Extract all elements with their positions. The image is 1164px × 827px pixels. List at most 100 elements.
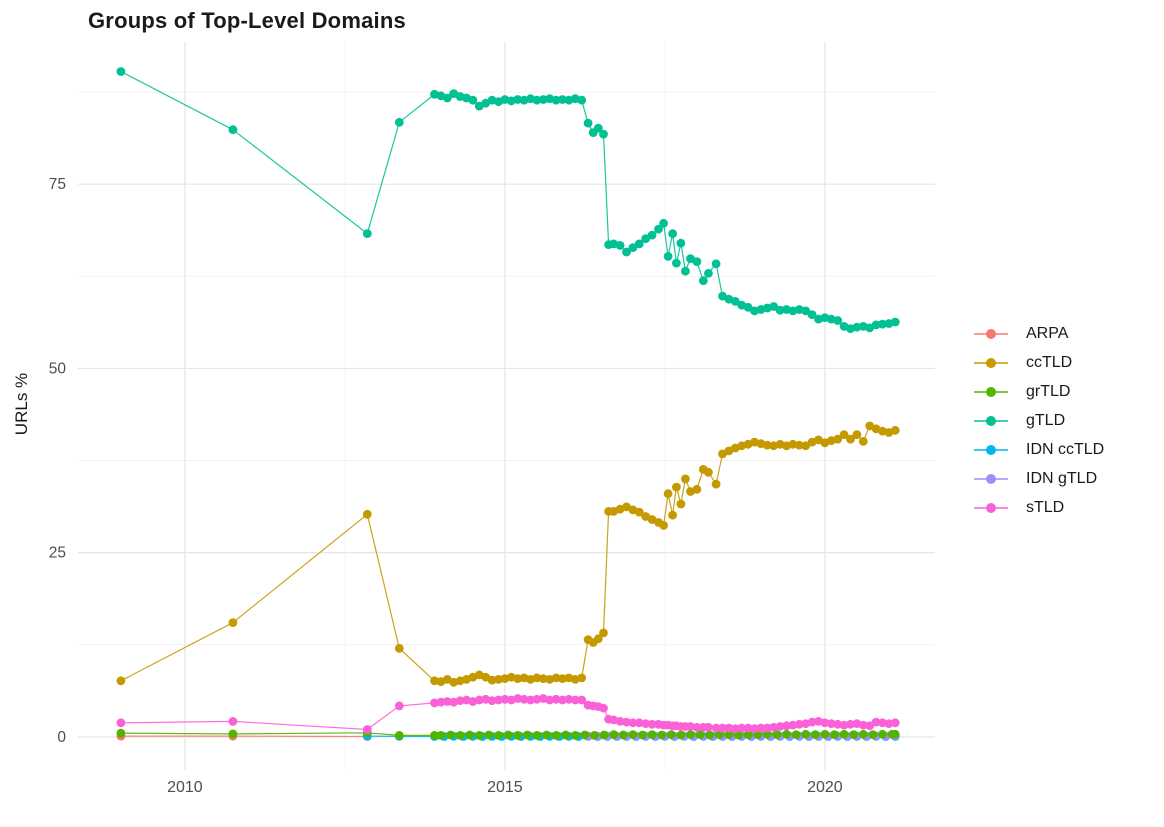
data-point <box>484 730 494 740</box>
series-cctld <box>116 421 900 687</box>
data-point <box>532 673 542 683</box>
data-point <box>686 730 695 739</box>
data-point <box>711 479 721 489</box>
data-point <box>849 730 859 739</box>
data-point <box>878 729 887 739</box>
data-point <box>494 695 503 705</box>
data-point <box>538 95 548 104</box>
data-point <box>503 730 513 740</box>
data-point <box>494 675 503 684</box>
data-point <box>570 731 580 740</box>
data-point <box>676 499 686 509</box>
data-point <box>782 729 791 739</box>
data-point <box>558 95 567 104</box>
data-point <box>513 674 523 683</box>
data-point <box>846 434 855 444</box>
data-point <box>228 717 238 726</box>
legend-key-grtld <box>974 386 1012 398</box>
data-point <box>865 721 875 731</box>
data-point <box>494 731 503 740</box>
data-point <box>672 482 681 492</box>
data-point <box>794 719 804 729</box>
data-point <box>820 729 830 739</box>
data-point <box>599 628 608 638</box>
data-point <box>654 224 663 234</box>
data-point <box>878 319 887 329</box>
legend-item-arpa: ARPA <box>974 319 1104 348</box>
legend-item-gtld: gTLD <box>974 406 1104 435</box>
data-point <box>858 437 868 446</box>
data-point <box>615 241 625 250</box>
legend-item-grtld: grTLD <box>974 377 1104 406</box>
data-point <box>628 718 638 728</box>
data-point <box>858 729 868 739</box>
data-point <box>714 730 724 739</box>
data-point <box>116 728 126 738</box>
y-tick-label: 0 <box>57 729 66 746</box>
data-point <box>788 720 798 730</box>
data-point <box>890 729 900 739</box>
data-point <box>564 694 574 704</box>
data-point <box>647 230 657 240</box>
data-point <box>577 673 587 683</box>
data-point <box>852 430 862 440</box>
data-point <box>852 322 862 332</box>
data-point <box>551 673 561 683</box>
data-point <box>704 467 713 477</box>
data-point <box>228 125 238 135</box>
data-point <box>116 676 126 686</box>
data-point <box>542 730 551 740</box>
data-point <box>730 724 740 734</box>
data-point <box>705 730 715 740</box>
data-point <box>583 118 593 128</box>
data-point <box>394 731 404 740</box>
legend-item-cctld: ccTLD <box>974 348 1104 377</box>
data-point <box>455 696 465 706</box>
data-point <box>663 489 673 499</box>
data-point <box>558 695 567 705</box>
data-point <box>634 507 644 517</box>
data-point <box>846 719 855 729</box>
data-point <box>116 718 126 728</box>
series-stld <box>116 694 900 734</box>
data-point <box>430 676 439 686</box>
legend-label: IDN gTLD <box>1026 469 1098 487</box>
data-point <box>362 509 372 519</box>
data-point <box>558 674 567 683</box>
data-point <box>711 723 721 733</box>
data-point <box>634 718 644 728</box>
data-point <box>570 695 580 705</box>
data-point <box>551 95 561 105</box>
legend-label: grTLD <box>1026 382 1071 400</box>
data-point <box>436 731 446 740</box>
data-point <box>686 722 695 731</box>
data-point <box>762 729 772 739</box>
data-point <box>628 730 638 739</box>
data-point <box>704 722 713 732</box>
y-tick-label: 25 <box>49 545 66 562</box>
series-line-gtld <box>120 70 896 330</box>
data-point <box>833 316 843 325</box>
data-point <box>810 730 820 739</box>
data-point <box>659 521 668 530</box>
data-point <box>718 723 727 733</box>
data-point <box>807 717 817 727</box>
y-tick-label: 50 <box>49 360 67 377</box>
x-axis-labels: 2010 2015 2020 <box>167 779 843 796</box>
data-point <box>839 430 849 440</box>
legend-key-idn-gtld <box>974 473 1012 485</box>
data-point <box>593 634 603 644</box>
data-point <box>871 320 881 330</box>
data-point <box>436 697 446 707</box>
data-point <box>681 474 690 484</box>
data-point <box>695 730 705 739</box>
data-point <box>871 717 881 727</box>
data-point <box>430 698 439 708</box>
data-point <box>538 674 548 683</box>
gridlines <box>78 42 935 770</box>
data-point <box>668 229 677 239</box>
data-point <box>830 730 839 739</box>
data-point <box>641 234 651 244</box>
y-axis-title: URLs % <box>12 372 31 436</box>
